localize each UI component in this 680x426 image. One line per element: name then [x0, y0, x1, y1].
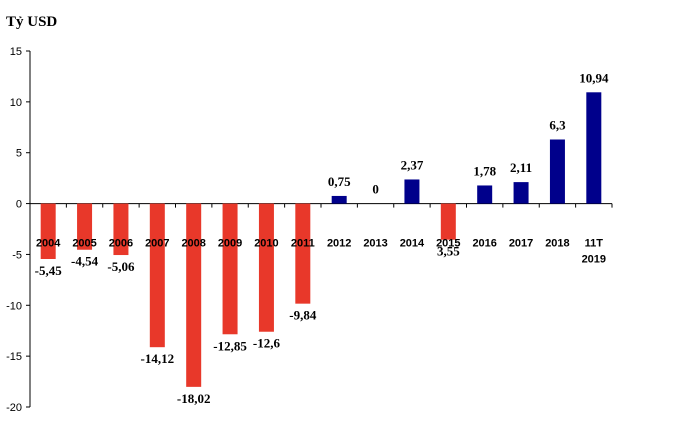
x-tick-label-5: 2009 — [218, 238, 242, 250]
data-label-15: 10,94 — [579, 70, 609, 85]
x-tick-label-8: 2012 — [327, 238, 351, 250]
x-tick-label-1: 2005 — [72, 238, 96, 250]
bar-10 — [404, 179, 420, 204]
bar-0 — [40, 203, 56, 260]
x-tick-label-13: 2017 — [509, 238, 533, 250]
bar-3 — [149, 203, 165, 348]
x-tick-label-15: 2019 — [582, 254, 606, 266]
data-label-3: -14,12 — [141, 351, 175, 366]
bar-5 — [222, 203, 238, 335]
y-tick-label: -10 — [6, 300, 22, 312]
x-tick-label-4: 2008 — [181, 238, 205, 250]
x-tick-label-6: 2010 — [254, 238, 278, 250]
y-axis-unit-label: Tỷ USD — [6, 14, 58, 30]
bar-8 — [331, 195, 347, 204]
data-label-2: -5,06 — [107, 259, 135, 274]
data-label-13: 2,11 — [510, 160, 532, 175]
y-tick-label: 10 — [10, 97, 22, 109]
data-label-1: -4,54 — [71, 254, 99, 269]
x-tick-label-11: 2015 — [436, 238, 460, 250]
data-label-4: -18,02 — [177, 391, 211, 406]
y-tick-label: -15 — [6, 351, 22, 363]
bar-7 — [295, 203, 311, 304]
data-label-7: -9,84 — [289, 308, 317, 323]
x-tick-label-15: 11T — [585, 238, 604, 250]
data-label-11: 3,55 — [437, 244, 460, 259]
data-label-5: -12,85 — [213, 338, 247, 353]
data-label-10: 2,37 — [401, 157, 424, 172]
x-tick-label-10: 2014 — [400, 238, 425, 250]
x-tick-label-14: 2018 — [545, 238, 569, 250]
bar-13 — [513, 182, 529, 204]
y-tick-label: 0 — [16, 199, 22, 211]
x-tick-label-12: 2016 — [472, 238, 496, 250]
bar-1 — [77, 203, 93, 250]
x-tick-label-2: 2006 — [109, 238, 133, 250]
y-tick-label: -5 — [12, 249, 22, 261]
y-tick-label: -20 — [6, 402, 22, 414]
data-label-14: 6,3 — [549, 117, 566, 132]
bar-14 — [549, 139, 565, 204]
data-label-8: 0,75 — [328, 174, 351, 189]
x-tick-label-0: 2004 — [36, 238, 61, 250]
data-label-9: 0 — [372, 182, 379, 197]
bar-2 — [113, 203, 129, 256]
data-label-6: -12,6 — [253, 336, 281, 351]
data-label-12: 1,78 — [473, 163, 496, 178]
bar-15 — [586, 92, 602, 204]
bar-6 — [258, 203, 274, 332]
y-tick-label: 5 — [16, 148, 22, 160]
data-label-0: -5,45 — [35, 263, 63, 278]
y-tick-label: 15 — [10, 46, 22, 58]
bar-4 — [186, 203, 202, 387]
x-tick-label-7: 2011 — [291, 238, 315, 250]
x-tick-label-3: 2007 — [145, 238, 169, 250]
x-tick-label-9: 2013 — [363, 238, 387, 250]
bar-12 — [477, 185, 493, 204]
bar-11 — [440, 203, 456, 240]
